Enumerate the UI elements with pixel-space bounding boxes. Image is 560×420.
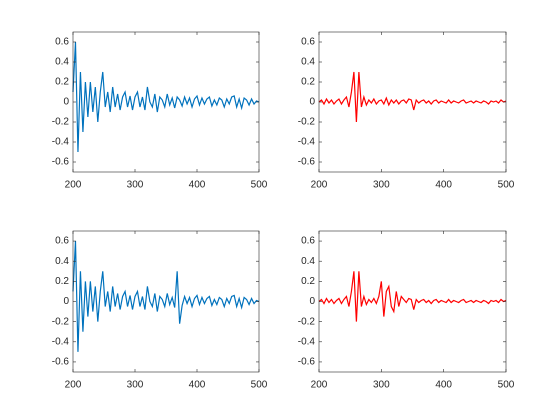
x-tick-label: 400	[435, 380, 452, 391]
y-tick-label: 0.4	[55, 57, 69, 68]
y-tick-label: 0.6	[301, 37, 315, 48]
y-tick-label: 0	[309, 296, 315, 307]
y-tick-label: 0.2	[301, 276, 315, 287]
y-tick-label: 0	[63, 97, 69, 108]
y-tick-label: 0.4	[301, 57, 315, 68]
x-tick-label: 500	[498, 180, 515, 191]
y-tick-label: -0.4	[52, 336, 70, 347]
y-tick-label: -0.2	[52, 316, 70, 327]
y-tick-label: -0.2	[298, 316, 316, 327]
y-tick-label: 0	[309, 97, 315, 108]
x-tick-label: 400	[435, 180, 452, 191]
y-tick-label: -0.6	[298, 157, 316, 168]
x-tick-label: 400	[189, 180, 206, 191]
y-tick-label: 0.2	[301, 77, 315, 88]
y-tick-label: 0.6	[301, 236, 315, 247]
x-tick-label: 200	[65, 380, 82, 391]
x-tick-label: 300	[127, 380, 144, 391]
x-tick-label: 200	[65, 180, 82, 191]
y-tick-label: 0.2	[55, 276, 69, 287]
x-tick-label: 500	[498, 380, 515, 391]
x-tick-label: 200	[311, 180, 328, 191]
subplot: -0.6 -0.4 -0.2 0 0.2 0.4 0.6 200 300 400 500	[298, 31, 515, 191]
x-tick-label: 300	[373, 180, 390, 191]
y-tick-label: -0.2	[52, 117, 70, 128]
subplot: -0.6 -0.4 -0.2 0 0.2 0.4 0.6 200 300 400 500	[52, 230, 268, 391]
x-tick-label: 400	[189, 380, 206, 391]
y-tick-label: 0.4	[55, 256, 69, 267]
data-line	[318, 271, 507, 322]
y-tick-label: -0.2	[298, 117, 316, 128]
data-line	[72, 241, 260, 352]
data-line	[72, 41, 260, 153]
y-tick-label: 0.2	[55, 77, 69, 88]
x-tick-label: 500	[251, 180, 268, 191]
y-tick-label: -0.6	[298, 357, 316, 368]
y-tick-label: -0.4	[52, 137, 70, 148]
x-tick-label: 300	[373, 380, 390, 391]
y-tick-label: 0.6	[55, 236, 69, 247]
y-tick-label: 0.4	[301, 256, 315, 267]
x-tick-label: 200	[311, 380, 328, 391]
y-tick-label: -0.6	[52, 357, 70, 368]
y-tick-label: -0.4	[298, 137, 316, 148]
y-tick-label: -0.4	[298, 336, 316, 347]
subplot: -0.6 -0.4 -0.2 0 0.2 0.4 0.6 200 300 400 500	[298, 230, 515, 391]
subplot: -0.6 -0.4 -0.2 0 0.2 0.4 0.6 200 300 400 500	[52, 31, 268, 191]
x-tick-label: 500	[251, 380, 268, 391]
y-tick-label: 0	[63, 296, 69, 307]
data-line	[318, 71, 507, 123]
y-tick-label: 0.6	[55, 37, 69, 48]
x-tick-label: 300	[127, 180, 144, 191]
y-tick-label: -0.6	[52, 157, 70, 168]
